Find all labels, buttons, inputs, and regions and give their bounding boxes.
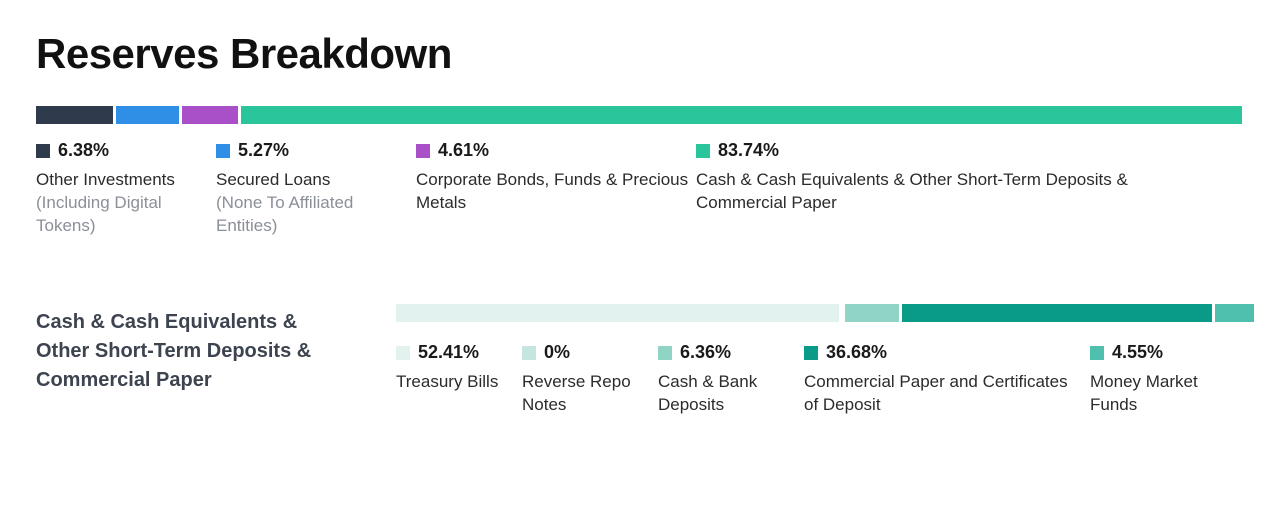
legend-percent: 6.36% [680, 342, 731, 363]
primary-stacked-bar [36, 106, 1242, 124]
legend-swatch [522, 346, 536, 360]
legend-swatch [1090, 346, 1104, 360]
legend-label: Corporate Bonds, Funds & Precious Metals [416, 169, 696, 215]
primary-bar-segment [182, 106, 238, 124]
primary-legend-item: 83.74% Cash & Cash Equivalents & Other Sh… [696, 140, 1216, 215]
legend-swatch [658, 346, 672, 360]
legend-label: Reverse Repo Notes [522, 371, 652, 417]
secondary-bar-segment [396, 304, 839, 322]
secondary-bar-segment [845, 304, 899, 322]
legend-swatch [804, 346, 818, 360]
secondary-legend-item: 0% Reverse Repo Notes [522, 342, 652, 417]
legend-percent: 4.55% [1112, 342, 1163, 363]
secondary-legend-item: 6.36% Cash & Bank Deposits [658, 342, 798, 417]
legend-percent: 5.27% [238, 140, 289, 161]
legend-percent: 83.74% [718, 140, 779, 161]
secondary-legend-item: 36.68% Commercial Paper and Certificates … [804, 342, 1084, 417]
primary-legend-item: 4.61% Corporate Bonds, Funds & Precious M… [416, 140, 696, 215]
secondary-legend-item: 52.41% Treasury Bills [396, 342, 516, 394]
legend-swatch [416, 144, 430, 158]
legend-swatch [396, 346, 410, 360]
primary-legend-item: 6.38% Other Investments(Including Digital… [36, 140, 216, 238]
legend-percent: 6.38% [58, 140, 109, 161]
primary-bar-segment [36, 106, 113, 124]
legend-percent: 0% [544, 342, 570, 363]
legend-label: Money Market Funds [1090, 371, 1200, 417]
primary-legend: 6.38% Other Investments(Including Digital… [36, 140, 1242, 250]
primary-bar-segment [241, 106, 1242, 124]
legend-label: Secured Loans [216, 169, 416, 192]
secondary-bar-segment [902, 304, 1212, 322]
legend-swatch [696, 144, 710, 158]
secondary-section: Cash & Cash Equivalents & Other Short-Te… [36, 304, 1242, 417]
legend-swatch [216, 144, 230, 158]
secondary-legend-item: 4.55% Money Market Funds [1090, 342, 1200, 417]
legend-percent: 52.41% [418, 342, 479, 363]
legend-swatch [36, 144, 50, 158]
legend-sublabel: (None To Affiliated Entities) [216, 192, 416, 238]
legend-label: Treasury Bills [396, 371, 516, 394]
legend-percent: 36.68% [826, 342, 887, 363]
secondary-stacked-bar [396, 304, 1242, 322]
legend-label: Other Investments [36, 169, 216, 192]
legend-percent: 4.61% [438, 140, 489, 161]
secondary-legend: 52.41% Treasury Bills 0% Reverse Repo Notes… [396, 342, 1242, 417]
legend-sublabel: (Including Digital Tokens) [36, 192, 216, 238]
page-title: Reserves Breakdown [36, 30, 1242, 78]
secondary-section-title: Cash & Cash Equivalents & Other Short-Te… [36, 304, 356, 395]
secondary-bar-segment [1215, 304, 1253, 322]
legend-label: Cash & Cash Equivalents & Other Short-Te… [696, 169, 1216, 215]
primary-bar-segment [116, 106, 180, 124]
legend-label: Cash & Bank Deposits [658, 371, 798, 417]
legend-label: Commercial Paper and Certificates of Dep… [804, 371, 1084, 417]
primary-legend-item: 5.27% Secured Loans(None To Affiliated En… [216, 140, 416, 238]
